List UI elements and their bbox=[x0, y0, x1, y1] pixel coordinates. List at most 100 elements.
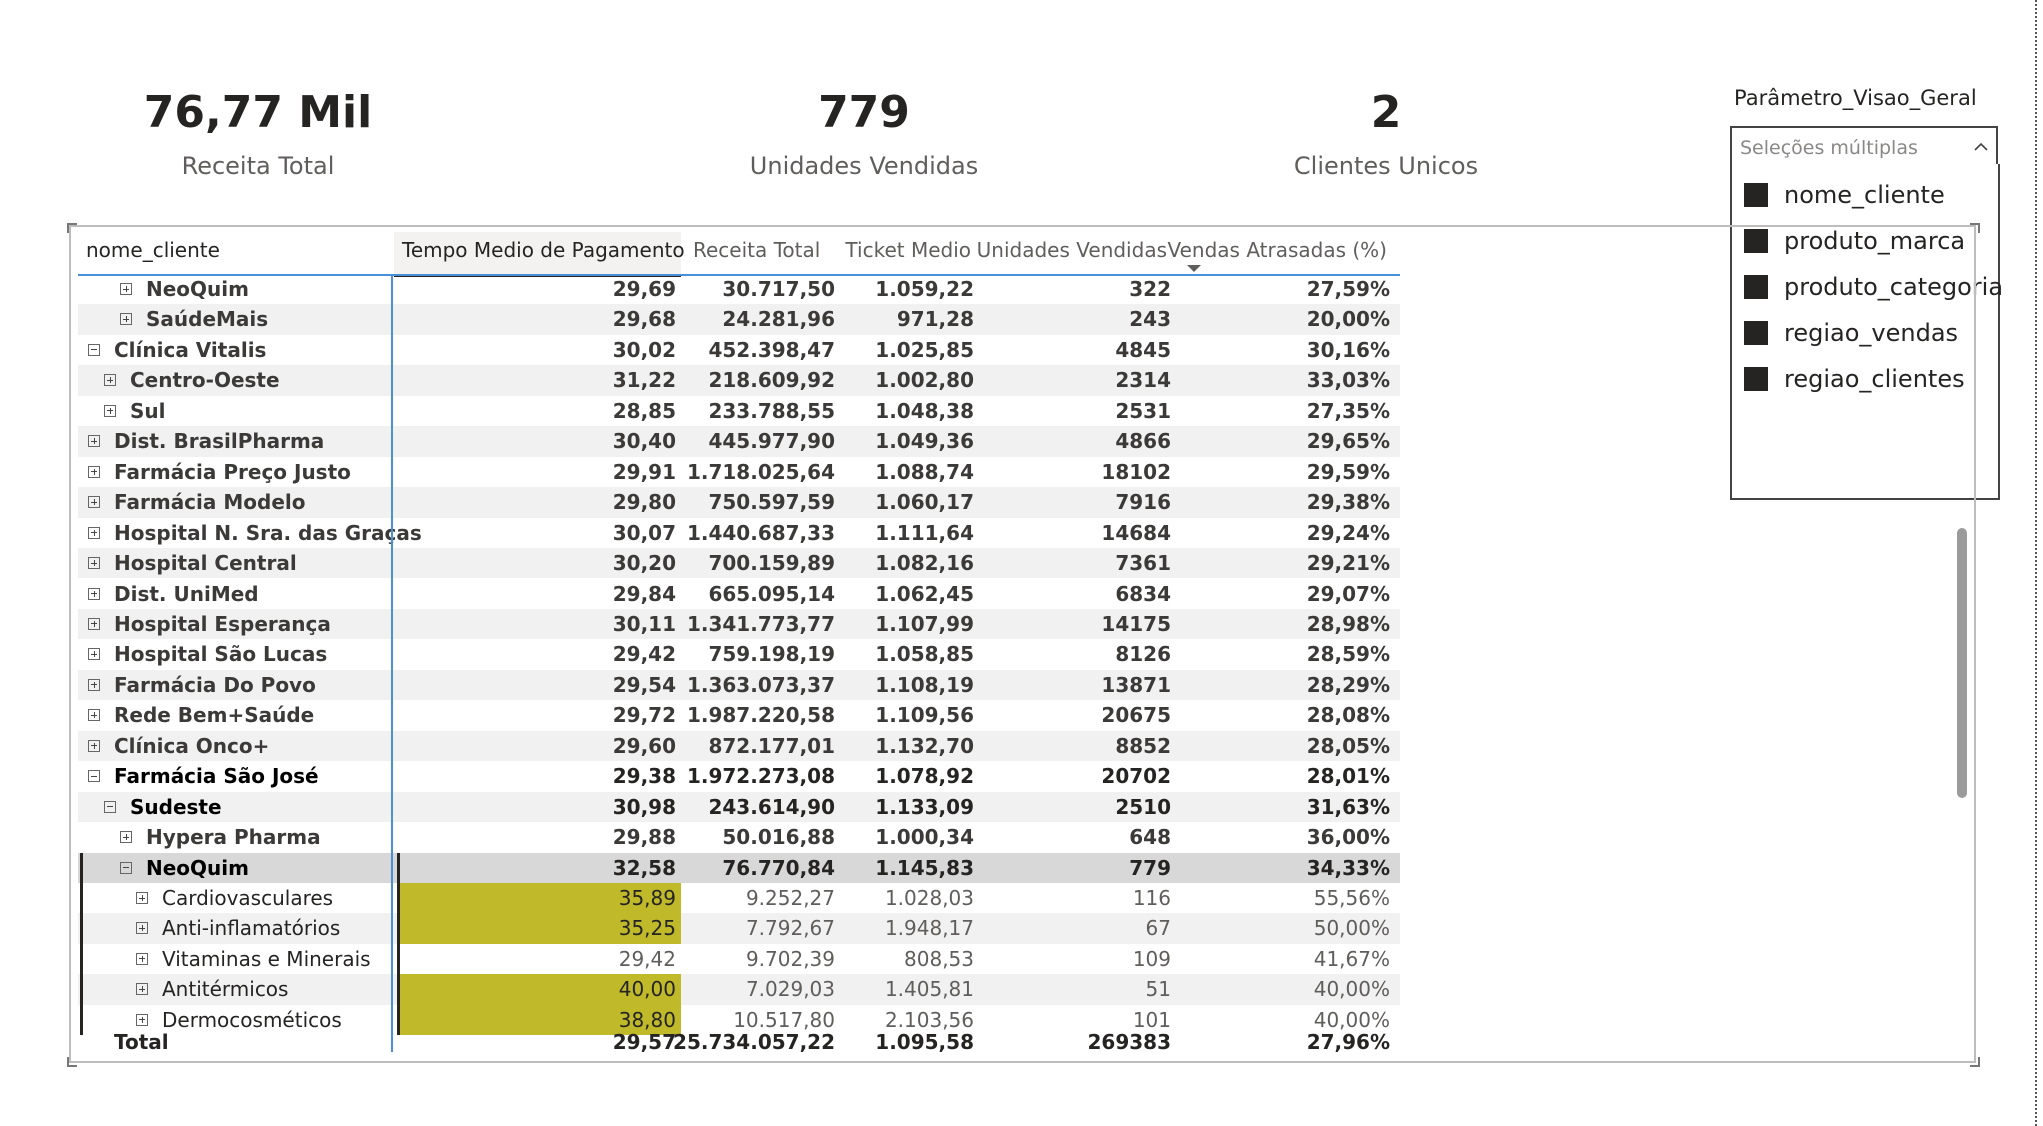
cell-receita: 445.977,90 bbox=[708, 429, 835, 454]
resize-handle[interactable] bbox=[67, 1057, 77, 1067]
checkbox-checked-icon[interactable] bbox=[1744, 229, 1768, 253]
table-row[interactable]: NeoQuim 29,69 30.717,50 1.059,22 322 27,59% bbox=[78, 274, 1400, 304]
table-row[interactable]: Vitaminas e Minerais 29,42 9.702,39 808,53 1… bbox=[78, 944, 1400, 974]
expand-icon[interactable] bbox=[88, 496, 100, 509]
collapse-icon[interactable] bbox=[120, 861, 132, 874]
expand-icon[interactable] bbox=[136, 952, 148, 965]
expand-icon[interactable] bbox=[88, 648, 100, 661]
collapse-icon[interactable] bbox=[104, 800, 116, 813]
slicer-option[interactable]: produto_categoria bbox=[1744, 270, 2003, 304]
table-row[interactable]: Farmácia São José 29,38 1.972.273,08 1.078,… bbox=[78, 761, 1400, 791]
expand-icon[interactable] bbox=[120, 283, 132, 295]
checkbox-checked-icon[interactable] bbox=[1744, 321, 1768, 345]
table-row[interactable]: Farmácia Preço Justo 29,91 1.718.025,64 1.0… bbox=[78, 457, 1400, 487]
expand-icon[interactable] bbox=[136, 1013, 148, 1026]
expand-icon[interactable] bbox=[88, 678, 100, 691]
expand-icon[interactable] bbox=[88, 709, 100, 722]
table-row[interactable]: Hospital N. Sra. das Graças 30,07 1.440.68… bbox=[78, 518, 1400, 548]
cell-ticket: 1.405,81 bbox=[884, 977, 974, 1002]
expand-icon[interactable] bbox=[88, 617, 100, 630]
checkbox-checked-icon[interactable] bbox=[1744, 367, 1768, 391]
expand-icon[interactable] bbox=[120, 313, 132, 326]
expand-icon[interactable] bbox=[88, 557, 100, 570]
table-row[interactable]: Hospital Esperança 30,11 1.341.773,77 1.107… bbox=[78, 608, 1400, 640]
slicer-option[interactable]: regiao_clientes bbox=[1744, 362, 1965, 396]
expand-icon[interactable] bbox=[104, 404, 116, 417]
table-row[interactable]: Sudeste 30,98 243.614,90 1.133,09 2510 31,63% bbox=[78, 791, 1400, 823]
cell-atrasadas: 29,07% bbox=[1306, 581, 1390, 606]
cell-ticket: 1.132,70 bbox=[875, 733, 974, 758]
table-row[interactable]: Hospital São Lucas 29,42 759.198,19 1.058,8… bbox=[78, 639, 1400, 669]
slicer-option[interactable]: nome_cliente bbox=[1744, 178, 1945, 212]
row-label: Hypera Pharma bbox=[146, 825, 321, 850]
table-row[interactable]: Dist. UniMed 29,84 665.095,14 1.062,45 6834 2… bbox=[78, 579, 1400, 609]
table-row[interactable]: Dermocosméticos 38,80 10.517,80 2.103,56 101… bbox=[78, 1004, 1400, 1036]
vertical-scrollbar[interactable] bbox=[1957, 528, 1967, 798]
expand-icon[interactable] bbox=[88, 526, 100, 539]
table-row[interactable]: Farmácia Do Povo 29,54 1.363.073,37 1.108,1… bbox=[78, 669, 1400, 701]
table-row[interactable]: Antitérmicos 40,00 7.029,03 1.405,81 51 40,00… bbox=[78, 974, 1400, 1005]
resize-handle[interactable] bbox=[67, 223, 77, 233]
table-row[interactable]: Sul 28,85 233.788,55 1.048,38 2531 27,35% bbox=[78, 396, 1400, 426]
cell-receita: 700.159,89 bbox=[708, 551, 835, 576]
table-row[interactable]: Clínica Onco+ 29,60 872.177,01 1.132,70 8852… bbox=[78, 730, 1400, 762]
expand-icon[interactable] bbox=[88, 587, 100, 600]
cell-receita: 76.770,84 bbox=[722, 855, 835, 880]
table-row[interactable]: Cardiovasculares 35,89 9.252,27 1.028,03 116… bbox=[78, 883, 1400, 914]
table-row[interactable]: Farmácia Modelo 29,80 750.597,59 1.060,17 79… bbox=[78, 487, 1400, 518]
cell-tempo: 30,20 bbox=[612, 551, 676, 576]
cell-tempo: 40,00 bbox=[618, 977, 676, 1002]
row-label: Hospital São Lucas bbox=[114, 642, 328, 667]
cell-unidades: 8126 bbox=[1115, 642, 1171, 667]
table-row[interactable]: NeoQuim 32,58 76.770,84 1.145,83 779 34,33% bbox=[78, 852, 1400, 883]
column-header-nome-cliente[interactable]: nome_cliente bbox=[78, 232, 388, 274]
slicer-option[interactable]: regiao_vendas bbox=[1744, 316, 1958, 350]
column-header-ticket-medio[interactable]: Ticket Medio bbox=[836, 232, 971, 274]
cell-ticket: 1.062,45 bbox=[875, 581, 974, 606]
expand-icon[interactable] bbox=[136, 892, 148, 904]
table-row[interactable]: Centro-Oeste 31,22 218.609,92 1.002,80 2314 3… bbox=[78, 365, 1400, 396]
table-row[interactable]: SaúdeMais 29,68 24.281,96 971,28 243 20,00% bbox=[78, 304, 1400, 335]
cell-ticket: 1.108,19 bbox=[875, 672, 974, 697]
row-label: Clínica Onco+ bbox=[114, 733, 270, 758]
table-row[interactable]: Dist. BrasilPharma 30,40 445.977,90 1.049,3… bbox=[78, 426, 1400, 457]
slicer-dropdown[interactable]: Seleções múltiplas bbox=[1730, 126, 1998, 166]
expand-icon[interactable] bbox=[88, 739, 100, 752]
column-header-unidades-vendidas[interactable]: Unidades Vendidas bbox=[971, 232, 1167, 274]
column-header-tempo-medio[interactable]: Tempo Medio de Pagamento bbox=[394, 232, 685, 277]
cell-unidades: 101 bbox=[1132, 1007, 1171, 1032]
slicer-option[interactable]: produto_marca bbox=[1744, 224, 1965, 258]
sort-descending-icon[interactable] bbox=[1187, 265, 1201, 272]
cell-tempo: 29,72 bbox=[612, 703, 676, 728]
table-row[interactable]: Anti-inflamatórios 35,25 7.792,67 1.948,17 6… bbox=[78, 913, 1400, 944]
cell-receita: 872.177,01 bbox=[708, 733, 835, 758]
table-row[interactable]: Rede Bem+Saúde 29,72 1.987.220,58 1.109,56 2… bbox=[78, 700, 1400, 730]
cell-receita: 243.614,90 bbox=[708, 794, 835, 819]
table-row[interactable]: Hypera Pharma 29,88 50.016,88 1.000,34 648 36… bbox=[78, 822, 1400, 852]
collapse-icon[interactable] bbox=[88, 770, 100, 783]
row-label: Hospital Central bbox=[114, 551, 297, 576]
expand-icon[interactable] bbox=[136, 983, 148, 996]
checkbox-checked-icon[interactable] bbox=[1744, 183, 1768, 207]
column-header-receita-total[interactable]: Receita Total bbox=[681, 232, 836, 274]
table-row[interactable]: Clínica Vitalis 30,02 452.398,47 1.025,85 48… bbox=[78, 335, 1400, 365]
resize-handle[interactable] bbox=[1970, 223, 1980, 233]
cell-receita: 1.987.220,58 bbox=[686, 703, 835, 728]
table-row[interactable]: Hospital Central 30,20 700.159,89 1.082,16 7… bbox=[78, 548, 1400, 579]
cell-ticket: 2.103,56 bbox=[884, 1007, 974, 1032]
expand-icon[interactable] bbox=[120, 831, 132, 844]
checkbox-checked-icon[interactable] bbox=[1744, 275, 1768, 299]
expand-icon[interactable] bbox=[88, 465, 100, 478]
chevron-up-icon[interactable] bbox=[1974, 140, 1988, 154]
resize-handle[interactable] bbox=[1970, 1057, 1980, 1067]
expand-icon[interactable] bbox=[88, 435, 100, 448]
cell-atrasadas: 31,63% bbox=[1306, 794, 1390, 819]
row-header: NeoQuim bbox=[120, 277, 249, 301]
expand-icon[interactable] bbox=[104, 374, 116, 387]
row-header: Dermocosméticos bbox=[136, 1008, 342, 1032]
collapse-icon[interactable] bbox=[88, 343, 100, 356]
column-header-vendas-atrasadas[interactable]: Vendas Atrasadas (%) bbox=[1167, 232, 1387, 274]
row-header: Hospital São Lucas bbox=[88, 642, 327, 666]
expand-icon[interactable] bbox=[136, 922, 148, 935]
kpi-value: 76,77 Mil bbox=[143, 87, 373, 138]
